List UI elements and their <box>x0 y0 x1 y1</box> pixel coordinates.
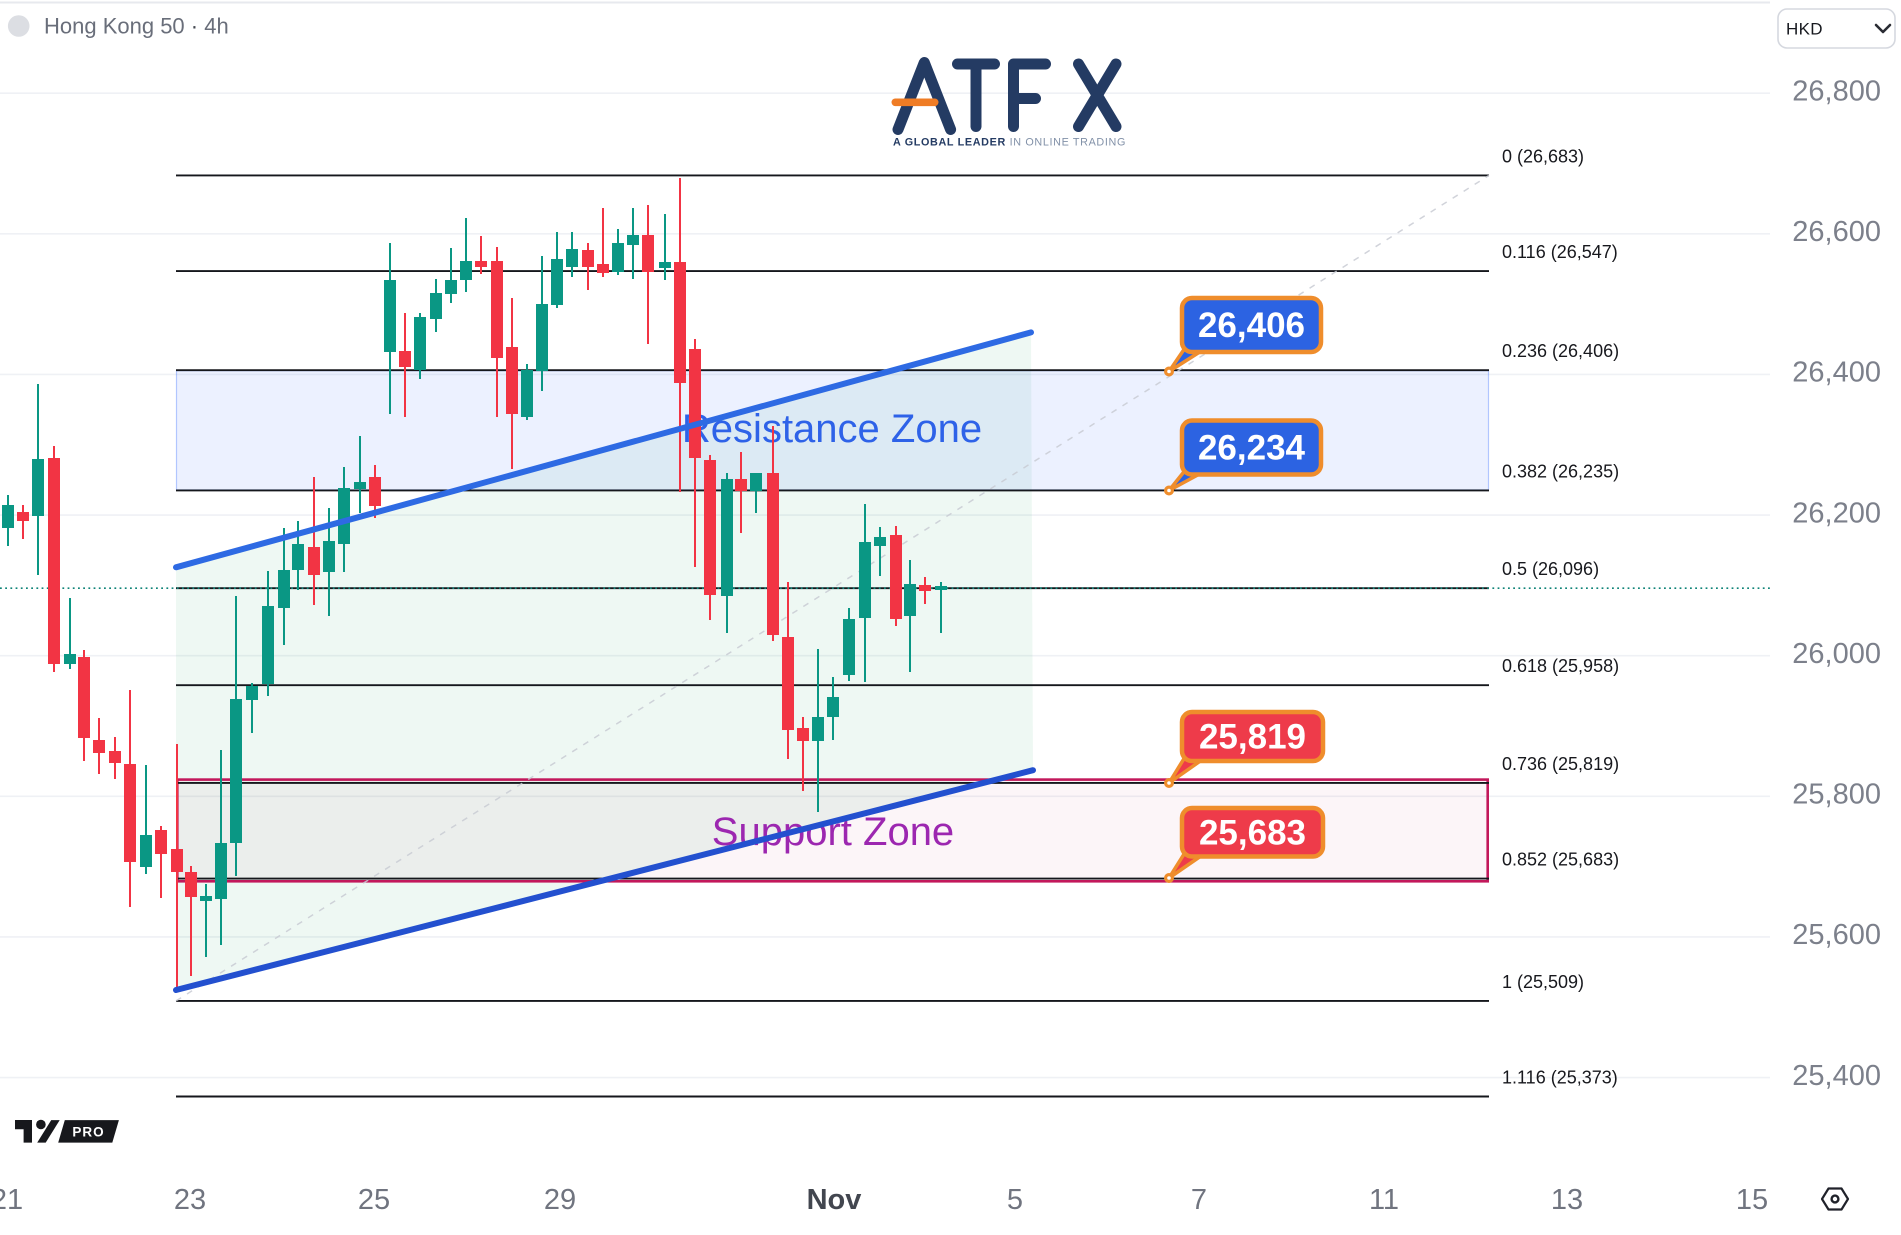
svg-text:25,683: 25,683 <box>1199 813 1306 852</box>
svg-text:26,406: 26,406 <box>1198 306 1305 345</box>
svg-text:0.5 (26,096): 0.5 (26,096) <box>1502 559 1599 579</box>
svg-text:0.618 (25,958): 0.618 (25,958) <box>1502 656 1619 676</box>
svg-text:Nov: Nov <box>807 1184 862 1216</box>
svg-text:0.852 (25,683): 0.852 (25,683) <box>1502 850 1619 870</box>
svg-text:1 (25,509): 1 (25,509) <box>1502 972 1584 992</box>
svg-text:Hong Kong 50 · 4h: Hong Kong 50 · 4h <box>44 14 229 39</box>
svg-text:25,819: 25,819 <box>1199 718 1306 757</box>
svg-text:15: 15 <box>1736 1184 1768 1216</box>
svg-text:11: 11 <box>1369 1184 1399 1216</box>
svg-text:25: 25 <box>358 1184 390 1216</box>
svg-text:25,400: 25,400 <box>1792 1060 1881 1092</box>
svg-text:26,800: 26,800 <box>1792 75 1881 107</box>
svg-text:26,000: 26,000 <box>1792 638 1881 670</box>
svg-text:29: 29 <box>544 1184 576 1216</box>
svg-text:0.382 (26,235): 0.382 (26,235) <box>1502 461 1619 481</box>
svg-text:0 (26,683): 0 (26,683) <box>1502 146 1584 166</box>
svg-text:25,800: 25,800 <box>1792 779 1881 811</box>
svg-text:13: 13 <box>1551 1184 1583 1216</box>
svg-text:25,600: 25,600 <box>1792 919 1881 951</box>
svg-text:21: 21 <box>0 1184 23 1216</box>
svg-text:0.116 (26,547): 0.116 (26,547) <box>1502 242 1618 262</box>
svg-text:7: 7 <box>1191 1184 1207 1216</box>
svg-text:26,400: 26,400 <box>1792 357 1881 389</box>
svg-text:23: 23 <box>174 1184 206 1216</box>
svg-text:HKD: HKD <box>1786 20 1823 39</box>
svg-text:5: 5 <box>1007 1184 1023 1216</box>
svg-text:Support Zone: Support Zone <box>712 810 954 854</box>
svg-text:26,600: 26,600 <box>1792 216 1881 248</box>
svg-text:26,234: 26,234 <box>1198 429 1306 468</box>
svg-text:0.736 (25,819): 0.736 (25,819) <box>1502 754 1619 774</box>
svg-text:26,200: 26,200 <box>1792 497 1881 529</box>
svg-text:PRO: PRO <box>72 1125 104 1140</box>
svg-text:A GLOBAL LEADER IN ONLINE TRAD: A GLOBAL LEADER IN ONLINE TRADING <box>893 137 1126 149</box>
svg-text:1.116 (25,373): 1.116 (25,373) <box>1502 1068 1618 1088</box>
svg-text:0.236 (26,406): 0.236 (26,406) <box>1502 341 1619 361</box>
